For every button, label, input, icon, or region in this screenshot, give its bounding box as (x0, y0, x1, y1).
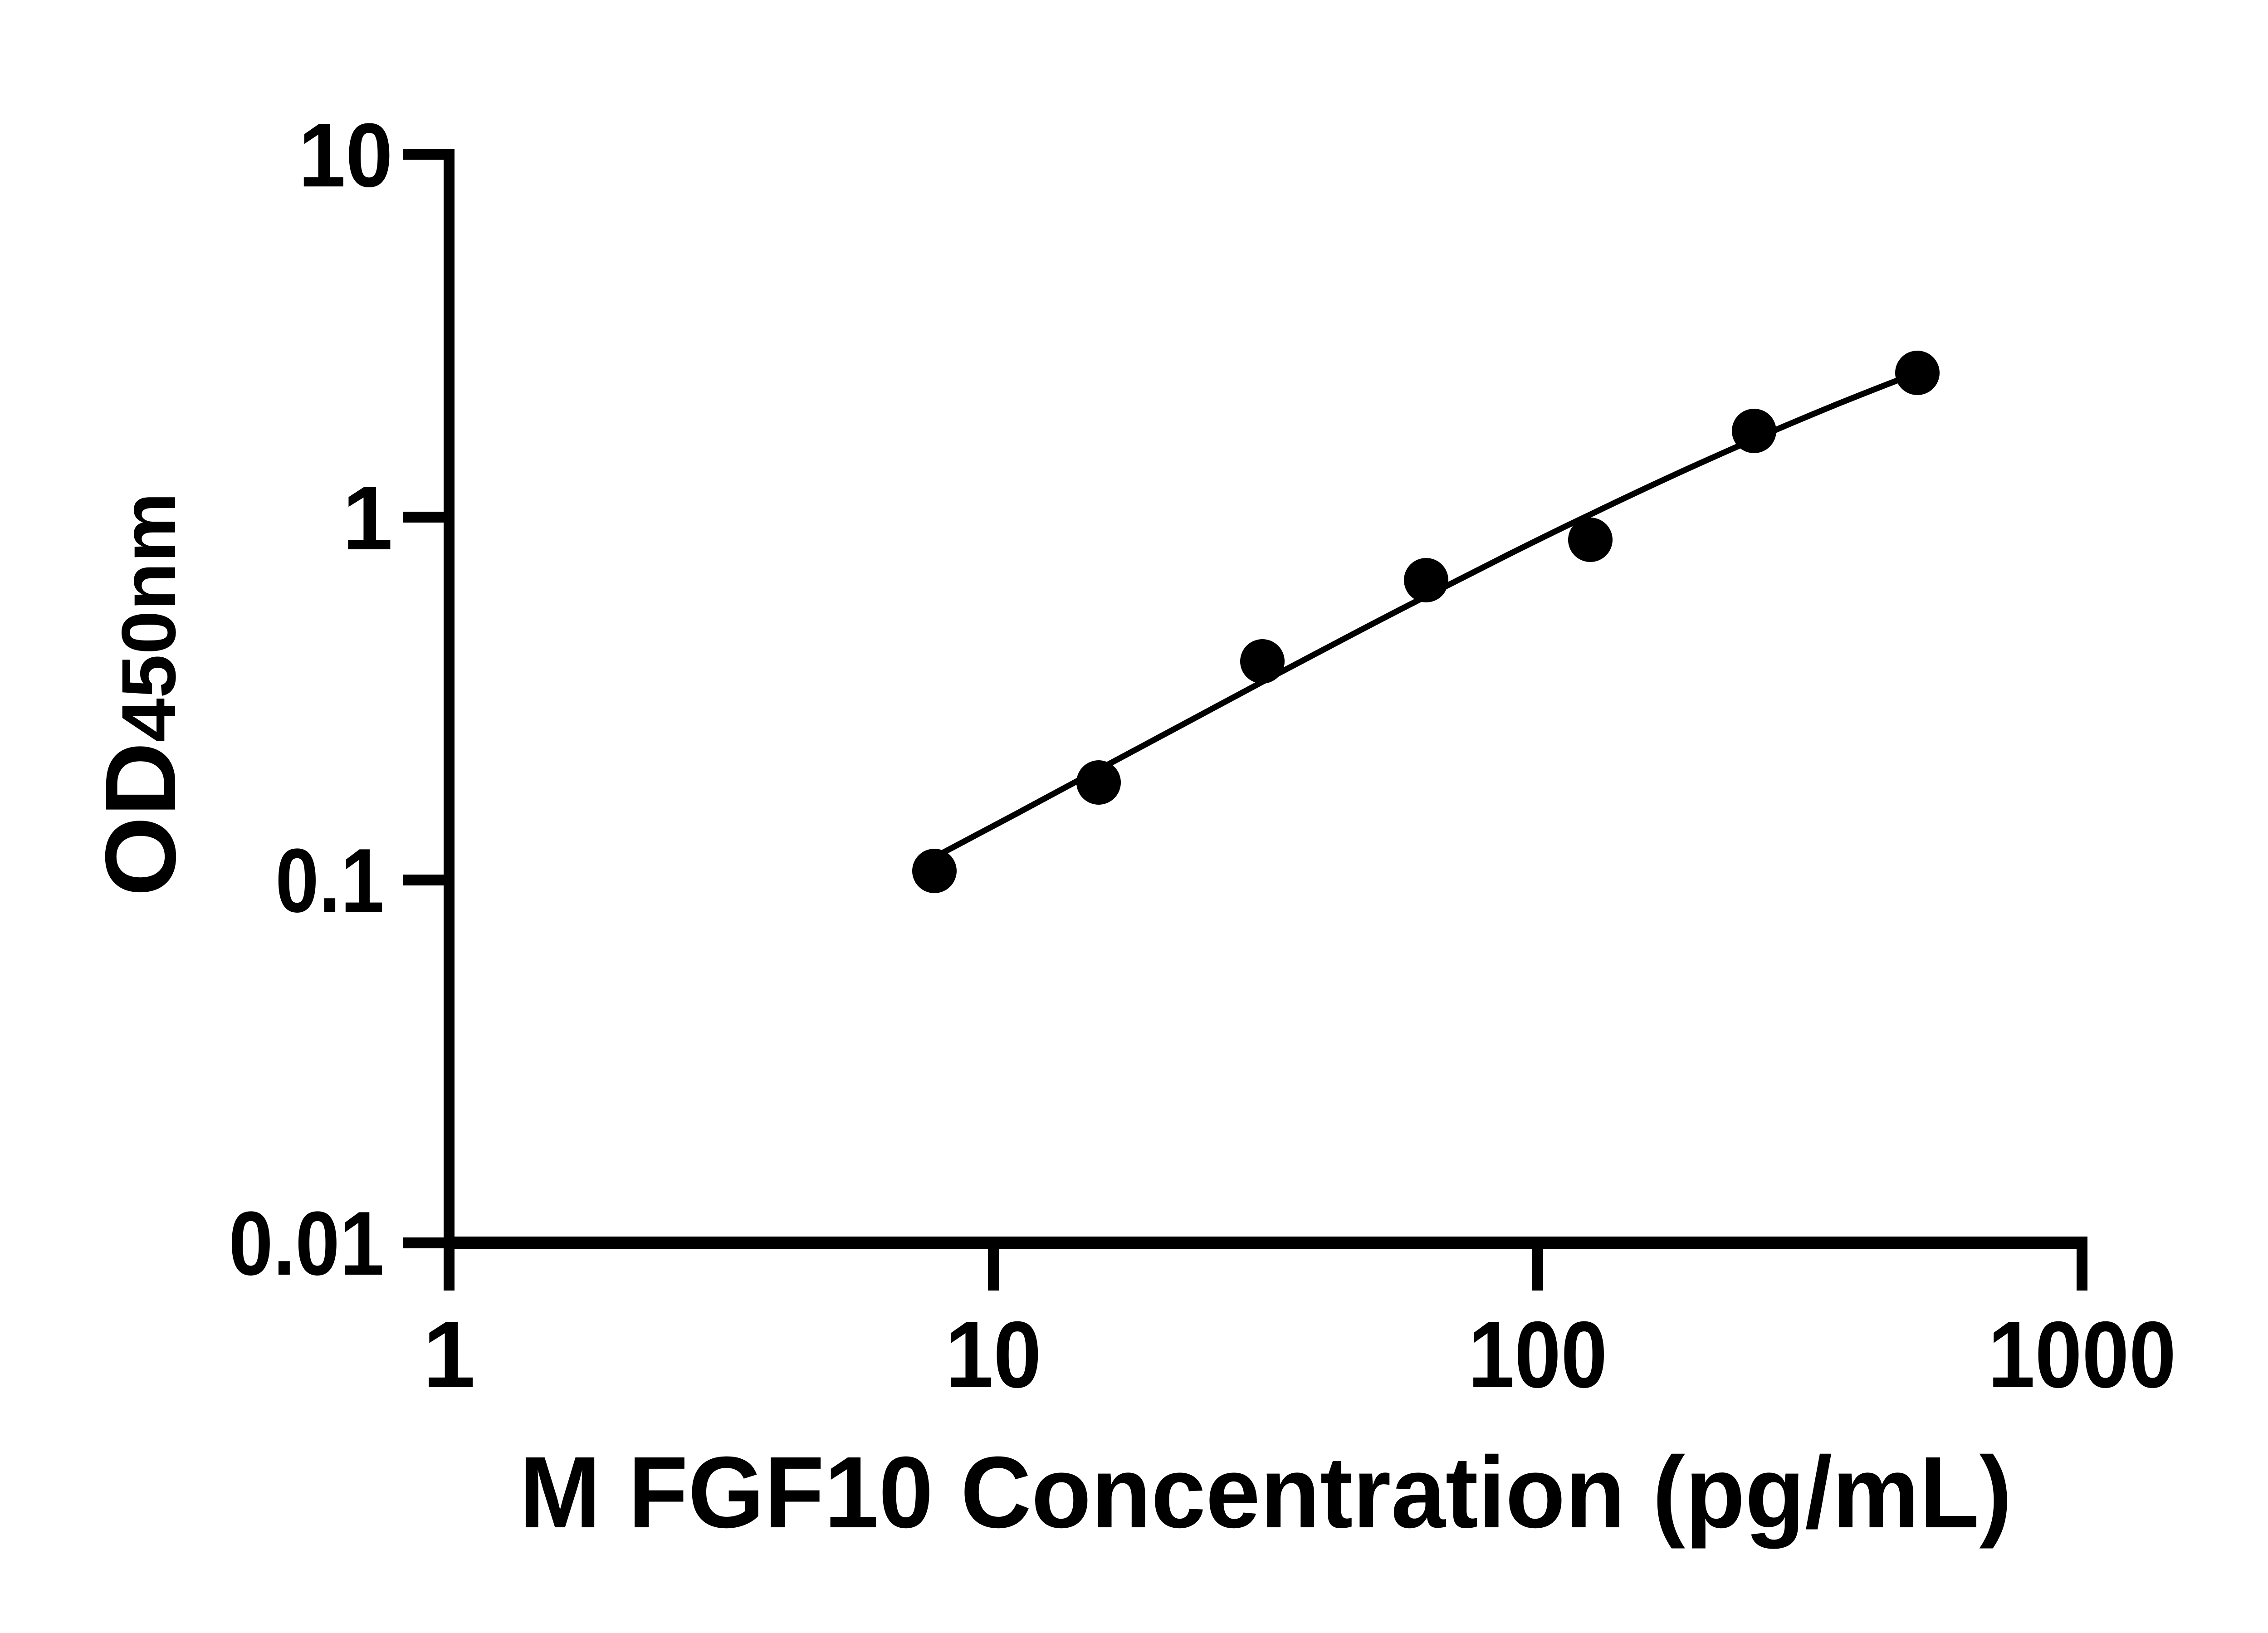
svg-text:100: 100 (1468, 1302, 1608, 1408)
svg-text:10: 10 (298, 105, 393, 206)
svg-text:1: 1 (342, 468, 393, 569)
svg-text:1: 1 (423, 1302, 475, 1408)
svg-text:0.1: 0.1 (275, 830, 384, 931)
svg-text:10: 10 (945, 1302, 1041, 1408)
svg-text:1000: 1000 (1988, 1302, 2176, 1408)
svg-text:M FGF10 Concentration (pg/mL): M FGF10 Concentration (pg/mL) (519, 1436, 2012, 1549)
svg-text:0.01: 0.01 (229, 1193, 384, 1294)
